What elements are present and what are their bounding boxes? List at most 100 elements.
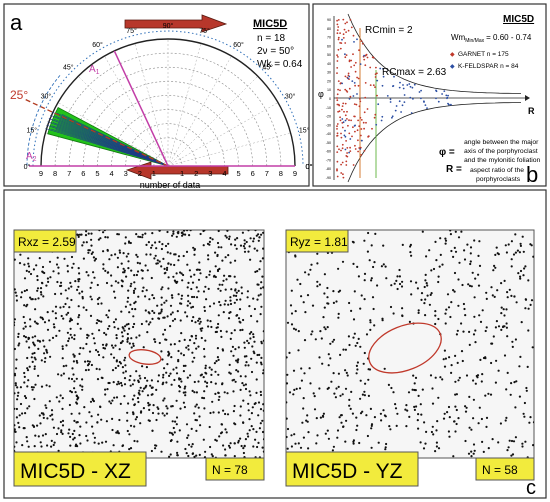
grain-center-dot <box>234 348 237 351</box>
garnet-point <box>336 72 338 74</box>
garnet-point <box>341 108 343 111</box>
grain-center-dot <box>352 262 355 265</box>
grain-center-dot <box>32 343 36 346</box>
kfeldspar-point <box>359 148 362 150</box>
grain-center-dot <box>54 317 58 320</box>
grain-center-dot <box>437 280 440 284</box>
grain-center-dot <box>193 248 196 251</box>
angle-tick-label: 30° <box>285 93 296 101</box>
grain-center-dot <box>121 335 124 338</box>
phi-def-line-1: angle between the major <box>464 139 539 146</box>
grain-center-dot <box>105 281 109 285</box>
grain-center-dot <box>313 395 316 398</box>
a1-eigenvector-line <box>113 50 169 167</box>
legend-garnet-label: GARNET n = 175 <box>458 51 509 58</box>
grain-center-dot <box>116 383 119 386</box>
grain-center-dot <box>14 430 17 433</box>
kfeldspar-point <box>450 103 452 106</box>
garnet-point <box>360 154 363 156</box>
grain-center-dot <box>355 416 358 419</box>
grain-center-dot <box>100 302 103 305</box>
grain-center-dot <box>482 450 485 453</box>
grain-center-dot <box>93 436 96 439</box>
grain-center-dot <box>176 231 179 234</box>
grain-center-dot <box>51 310 54 313</box>
grain-center-dot <box>248 305 251 308</box>
grain-center-dot <box>40 445 43 448</box>
grain-center-dot <box>78 278 81 281</box>
grain-center-dot <box>133 394 136 397</box>
grain-center-dot <box>57 272 60 275</box>
grain-center-dot <box>102 356 105 359</box>
grain-center-dot <box>334 396 337 399</box>
grain-center-dot <box>247 230 250 232</box>
grain-center-dot <box>67 287 70 290</box>
grain-center-dot <box>70 377 74 381</box>
grain-center-dot <box>23 335 26 338</box>
grain-center-dot <box>182 370 185 373</box>
grain-center-dot <box>176 454 179 457</box>
legend-garnet-marker: ◆ <box>450 52 455 58</box>
grain-center-dot <box>19 402 23 406</box>
grain-center-dot <box>449 315 452 319</box>
grain-center-dot <box>518 251 522 254</box>
grain-center-dot <box>78 292 81 295</box>
garnet-point <box>340 172 343 174</box>
grain-center-dot <box>505 251 508 254</box>
grain-center-dot <box>162 376 165 379</box>
grain-center-dot <box>77 267 80 270</box>
grain-center-dot <box>70 255 74 259</box>
grain-center-dot <box>200 373 203 376</box>
grain-center-dot <box>344 440 347 443</box>
grain-center-dot <box>40 385 44 388</box>
grain-center-dot <box>23 263 26 266</box>
grain-center-dot <box>155 388 158 391</box>
grain-center-dot <box>366 434 369 438</box>
grain-center-dot <box>248 245 251 248</box>
grain-center-dot <box>99 405 102 409</box>
grain-center-dot <box>293 388 296 391</box>
grain-center-dot <box>35 322 38 325</box>
grain-center-dot <box>118 418 121 422</box>
grain-center-dot <box>138 374 141 377</box>
grain-center-dot <box>379 412 382 415</box>
garnet-point <box>360 128 363 130</box>
grain-center-dot <box>457 304 460 307</box>
grain-center-dot <box>218 395 221 398</box>
grain-center-dot <box>323 326 326 329</box>
grain-center-dot <box>61 347 64 350</box>
grain-center-dot <box>421 230 424 233</box>
grain-center-dot <box>511 345 514 348</box>
grain-center-dot <box>98 329 101 332</box>
grain-center-dot <box>112 444 115 447</box>
grain-center-dot <box>70 336 74 339</box>
phi-tick-label: 80 <box>327 27 331 31</box>
grain-center-dot <box>129 447 133 450</box>
grain-center-dot <box>58 329 61 332</box>
grain-center-dot <box>255 430 258 433</box>
angle-tick-label: 90° <box>163 22 174 30</box>
kfeldspar-point <box>376 79 379 82</box>
grain-center-dot <box>160 303 163 306</box>
grain-center-dot <box>221 383 224 386</box>
grain-center-dot <box>61 407 64 410</box>
grain-center-dot <box>500 312 503 315</box>
grain-center-dot <box>182 401 185 404</box>
grain-center-dot <box>41 318 45 321</box>
grain-center-dot <box>431 387 434 390</box>
grain-center-dot <box>128 342 131 345</box>
grain-center-dot <box>195 429 198 432</box>
grain-center-dot <box>467 452 471 455</box>
grain-center-dot <box>141 236 144 239</box>
grain-center-dot <box>175 416 179 419</box>
grain-center-dot <box>382 409 385 412</box>
grain-center-dot <box>131 383 134 386</box>
grain-center-dot <box>161 243 164 246</box>
grain-center-dot <box>88 249 91 252</box>
garnet-point <box>364 96 367 99</box>
grain-center-dot <box>188 339 192 342</box>
grain-center-dot <box>127 296 130 299</box>
garnet-point <box>376 72 378 75</box>
grain-center-dot <box>206 319 209 322</box>
grain-center-dot <box>409 280 413 283</box>
